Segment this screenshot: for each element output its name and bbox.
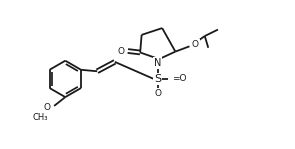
Text: N: N	[154, 58, 161, 68]
Text: O: O	[154, 89, 161, 98]
Text: S: S	[154, 74, 161, 84]
Text: O: O	[118, 46, 125, 56]
Text: =O: =O	[172, 74, 186, 83]
Text: O: O	[43, 103, 50, 112]
Text: O: O	[192, 40, 199, 49]
Text: CH₃: CH₃	[32, 113, 48, 122]
